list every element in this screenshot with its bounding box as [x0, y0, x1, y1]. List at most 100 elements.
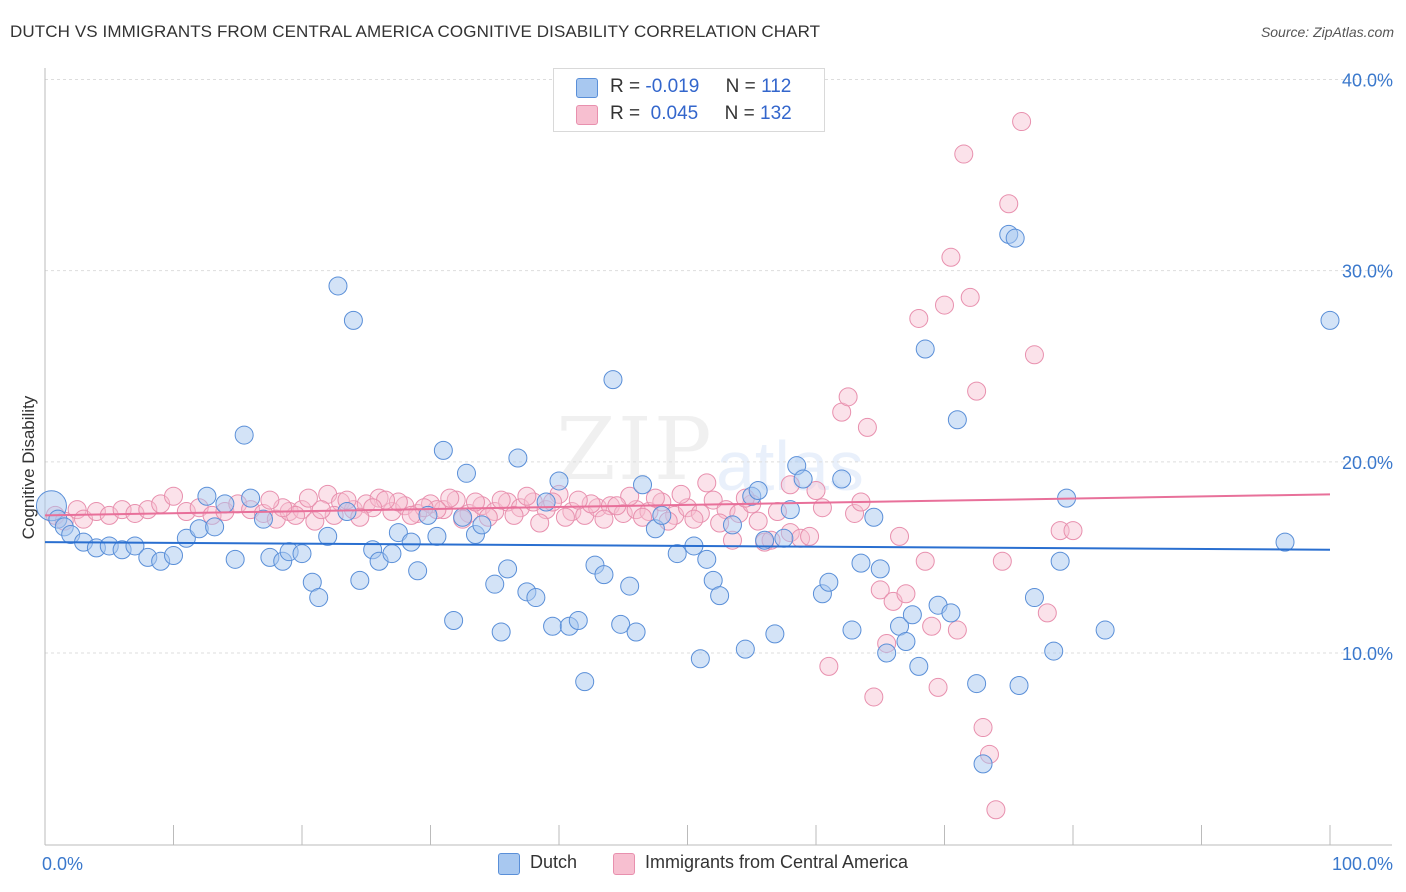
- dutch-points: [35, 224, 1340, 774]
- dutch-point: [508, 448, 528, 468]
- dutch-point: [318, 526, 338, 546]
- imm-r-value: 0.045: [650, 103, 699, 124]
- immigrants-point: [954, 144, 974, 164]
- immigrants-trend-line: [44, 493, 1331, 517]
- dutch-point: [418, 505, 438, 525]
- dutch-point: [491, 622, 511, 642]
- trend-lines: [44, 493, 1331, 551]
- chart-title: DUTCH VS IMMIGRANTS FROM CENTRAL AMERICA…: [10, 22, 821, 41]
- dutch-point: [125, 536, 145, 556]
- tick-labels: 10.0% 20.0% 30.0% 40.0% 0.0% 100.0% Cognitive …: [19, 71, 1393, 875]
- dutch-point: [832, 469, 852, 489]
- immigrants-point: [164, 486, 183, 506]
- dutch-point: [877, 643, 897, 663]
- dutch-point: [388, 523, 408, 543]
- dutch-point: [611, 614, 631, 634]
- dutch-point: [292, 544, 312, 564]
- dutch-point: [328, 276, 348, 296]
- dutch-point: [575, 672, 595, 692]
- immigrants-point: [517, 486, 537, 506]
- dutch-point: [197, 486, 217, 506]
- immigrants-point: [1037, 603, 1057, 623]
- dutch-point: [864, 507, 884, 527]
- dutch-point: [408, 561, 428, 581]
- dutch-point: [697, 549, 717, 569]
- immigrants-point: [800, 526, 820, 546]
- dutch-point: [1005, 228, 1025, 248]
- immigrants-point: [819, 656, 839, 676]
- dutch-n-label: N =: [725, 76, 756, 97]
- immigrants-point: [992, 551, 1012, 571]
- dutch-point: [350, 570, 370, 590]
- dutch-point: [234, 425, 254, 445]
- y-tick-label: 30.0%: [1342, 262, 1393, 282]
- immigrants-point: [645, 488, 665, 508]
- immigrants-point: [298, 488, 318, 508]
- immigrants-point: [870, 580, 890, 600]
- dutch-point: [337, 502, 357, 522]
- dutch-point: [382, 544, 402, 564]
- x-tick-label: 0.0%: [42, 854, 83, 874]
- immigrants-point: [941, 247, 961, 267]
- dutch-point: [626, 622, 646, 642]
- axes: [44, 68, 1392, 846]
- dutch-swatch: [576, 78, 598, 98]
- dutch-point: [842, 620, 862, 640]
- dutch-point: [851, 553, 871, 573]
- dutch-point: [453, 507, 473, 527]
- immigrants-point: [613, 503, 633, 523]
- immigrants-point: [369, 488, 389, 508]
- dutch-point: [652, 505, 672, 525]
- dutch-legend-label: Dutch: [530, 852, 578, 872]
- dutch-point: [401, 532, 421, 552]
- immigrants-point: [947, 620, 967, 640]
- immigrants-point: [697, 473, 717, 493]
- dutch-point: [309, 588, 329, 608]
- immigrants-point: [922, 616, 942, 636]
- dutch-point: [722, 515, 742, 535]
- immigrants-point: [305, 511, 325, 531]
- dutch-point: [485, 574, 505, 594]
- dutch-point: [819, 572, 839, 592]
- dutch-point: [774, 528, 794, 548]
- immigrants-point: [838, 387, 858, 407]
- immigrants-point: [311, 500, 331, 520]
- dutch-point: [902, 605, 922, 625]
- dutch-point: [225, 549, 245, 569]
- dutch-point: [343, 310, 363, 330]
- immigrants-point: [176, 502, 196, 522]
- dutch-point: [1050, 551, 1070, 571]
- immigrants-point: [440, 488, 460, 508]
- dutch-point: [633, 475, 653, 495]
- immigrants-point: [845, 503, 865, 523]
- dutch-point: [472, 515, 492, 535]
- dutch-point: [896, 632, 916, 652]
- source-label: Source: ZipAtlas.com: [1260, 24, 1394, 40]
- dutch-point: [710, 586, 730, 606]
- immigrants-point: [1063, 521, 1083, 541]
- dutch-point: [603, 370, 623, 390]
- dutch-point: [433, 440, 453, 460]
- immigrants-point: [594, 509, 614, 529]
- immigrants-point: [928, 677, 948, 697]
- dutch-point: [205, 517, 225, 537]
- y-tick-label: 20.0%: [1342, 453, 1393, 473]
- immigrants-point: [504, 505, 524, 525]
- dutch-point: [1320, 310, 1340, 330]
- immigrants-point: [890, 526, 910, 546]
- dutch-r-label: R =: [610, 76, 641, 97]
- imm-n-value: 132: [760, 103, 792, 124]
- immigrants-point: [555, 507, 575, 527]
- immigrants-point: [530, 513, 550, 533]
- immigrants-point: [363, 498, 383, 518]
- immigrants-point: [967, 381, 987, 401]
- dutch-legend-swatch: [498, 853, 520, 875]
- dutch-point: [748, 481, 768, 501]
- immigrants-point: [684, 509, 704, 529]
- immigrants-point: [260, 490, 280, 510]
- y-tick-label: 40.0%: [1342, 71, 1393, 91]
- immigrants-point: [633, 507, 653, 527]
- immigrants-point: [1024, 345, 1044, 365]
- dutch-point: [444, 611, 464, 631]
